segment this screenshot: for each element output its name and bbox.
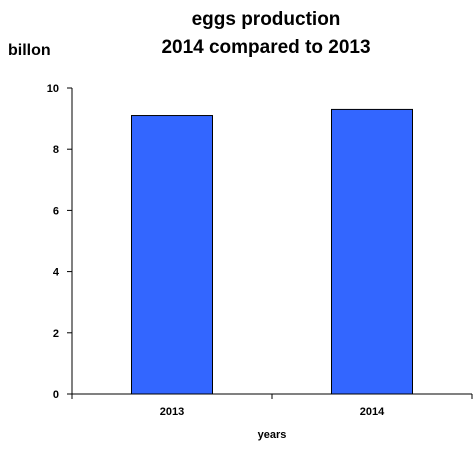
y-tick-label-4: 4 — [53, 267, 60, 279]
x-tick-label-2013: 2013 — [160, 406, 184, 418]
y-axis-label: billon — [8, 42, 51, 59]
chart-title-line-1: eggs production — [192, 9, 341, 30]
x-tick-label-2014: 2014 — [360, 406, 385, 418]
chart-title-line-2: 2014 compared to 2013 — [161, 37, 370, 58]
y-tick-label-6: 6 — [53, 205, 59, 217]
y-tick-label-10: 10 — [47, 83, 59, 95]
bar-2014 — [331, 108, 413, 395]
plot-area: 0 2 4 6 8 10 2013 2014 — [47, 83, 473, 418]
bar-2013 — [131, 115, 213, 395]
y-tick-label-2: 2 — [53, 328, 59, 340]
y-tick-label-8: 8 — [53, 144, 59, 156]
x-axis-label: years — [258, 429, 287, 441]
y-tick-label-0: 0 — [53, 389, 59, 401]
